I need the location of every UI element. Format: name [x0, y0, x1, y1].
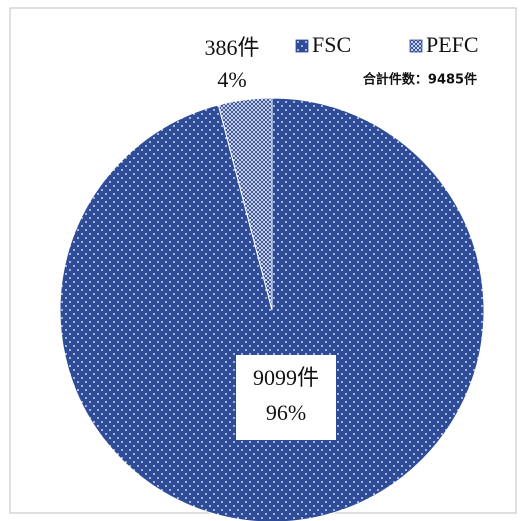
legend-swatch: [409, 39, 423, 53]
data-label: 9099件: [253, 365, 319, 390]
legend-label: FSC: [312, 32, 351, 57]
legend-swatch: [295, 39, 309, 53]
label-box: [236, 355, 336, 440]
pie-slice: [59, 97, 485, 521]
pie-slice: [217, 97, 273, 311]
pie: [59, 97, 485, 521]
percent-label: 96%: [266, 400, 306, 425]
data-label: 386件: [204, 35, 259, 60]
percent-label: 4%: [217, 67, 246, 92]
legend-label: PEFC: [426, 32, 479, 57]
annotation: 合計件数：9485件: [363, 72, 477, 88]
